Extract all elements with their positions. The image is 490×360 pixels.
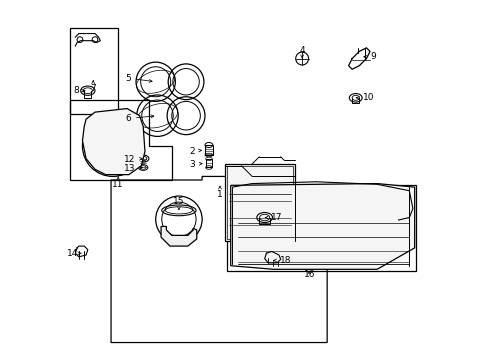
Text: 4: 4 [299, 46, 305, 58]
Text: 1: 1 [217, 186, 223, 199]
Text: 5: 5 [125, 74, 152, 83]
Bar [206, 159, 212, 167]
Text: 18: 18 [273, 256, 291, 265]
Text: 16: 16 [303, 270, 315, 279]
Bar [225, 164, 295, 241]
Text: 9: 9 [364, 52, 376, 61]
Text: 11: 11 [112, 177, 124, 189]
Text: 7: 7 [90, 81, 96, 93]
Bar [227, 185, 416, 271]
Polygon shape [231, 184, 415, 269]
Circle shape [93, 126, 132, 166]
Text: 12: 12 [124, 155, 142, 164]
Bar [132, 141, 143, 152]
Bar [70, 28, 118, 114]
Bar [227, 166, 293, 239]
Text: 15: 15 [173, 197, 185, 210]
Text: 13: 13 [124, 164, 142, 173]
Text: 6: 6 [125, 114, 154, 123]
Bar [205, 145, 213, 155]
Polygon shape [161, 226, 197, 246]
Text: 17: 17 [266, 213, 283, 222]
Text: 14: 14 [67, 249, 81, 258]
Polygon shape [82, 109, 145, 175]
Text: 2: 2 [190, 147, 201, 156]
Text: 3: 3 [190, 160, 202, 169]
Text: 8: 8 [74, 86, 85, 95]
Text: 10: 10 [357, 93, 374, 102]
